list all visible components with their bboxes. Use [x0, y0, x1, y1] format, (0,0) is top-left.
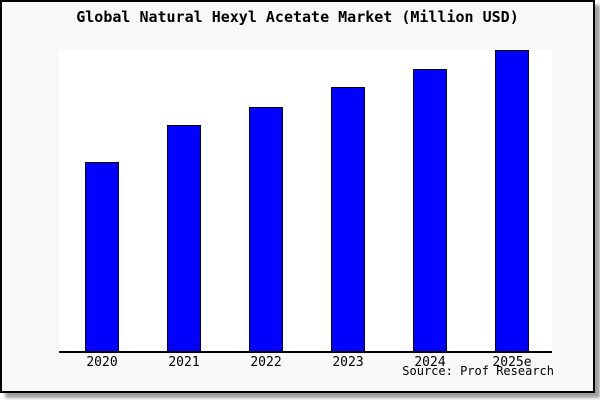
bar-2024 — [413, 69, 447, 351]
bar-2025e — [495, 50, 529, 351]
chart-title: Global Natural Hexyl Acetate Market (Mil… — [76, 8, 519, 26]
x-tick-label-2025e: 2025e — [492, 355, 532, 370]
x-tick-label-2020: 2020 — [86, 355, 118, 370]
x-tick-label-2024: 2024 — [414, 355, 446, 370]
x-tick-label-2022: 2022 — [250, 355, 282, 370]
bar-2020 — [85, 162, 119, 351]
bar-2021 — [167, 125, 201, 351]
bar-2023 — [331, 87, 365, 351]
x-tick-label-2021: 2021 — [168, 355, 200, 370]
source-note: Source: Prof Research — [402, 364, 554, 378]
plot-area — [59, 49, 552, 353]
x-tick-label-2023: 2023 — [332, 355, 364, 370]
chart-frame: Global Natural Hexyl Acetate Market (Mil… — [0, 0, 595, 393]
bar-2022 — [249, 107, 283, 351]
